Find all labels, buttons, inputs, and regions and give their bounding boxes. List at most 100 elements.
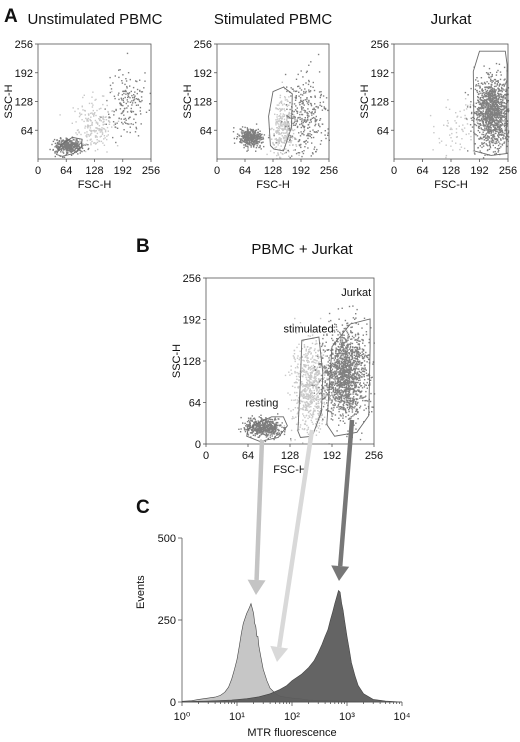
point-jurkat <box>484 115 487 117</box>
point-jurkat <box>492 108 495 110</box>
point-stimulated <box>307 402 309 404</box>
point-jurkat <box>480 124 482 126</box>
point-stimulated <box>294 360 296 363</box>
point-debris <box>469 103 472 106</box>
point-resting <box>273 419 276 421</box>
point-jurkat <box>485 95 487 98</box>
point-large <box>114 97 116 100</box>
point-stimulated <box>315 340 317 342</box>
point-stimulated <box>96 132 99 135</box>
point-jurkat <box>341 368 344 370</box>
point-resting <box>75 141 77 143</box>
point-stimulated <box>296 365 299 368</box>
point-large <box>121 80 123 82</box>
point-resting <box>253 422 255 424</box>
point-jurkat <box>475 111 477 113</box>
point-large <box>289 139 291 142</box>
point-jurkat <box>498 106 500 108</box>
point-debris <box>472 150 475 152</box>
point-jurkat <box>345 356 347 358</box>
point-resting <box>281 422 283 424</box>
point-resting <box>265 436 268 438</box>
point-stimulated <box>308 361 310 363</box>
point-stimulated <box>304 421 307 423</box>
point-jurkat <box>480 111 483 114</box>
point-jurkat <box>501 130 503 132</box>
point-large <box>289 138 291 140</box>
point-jurkat <box>494 138 496 140</box>
point-jurkat <box>489 143 491 145</box>
point-stimulated <box>315 380 317 383</box>
point-jurkat <box>498 96 501 99</box>
point-jurkat <box>349 374 351 376</box>
point-jurkat <box>496 142 498 144</box>
point-jurkat <box>498 117 500 119</box>
point-jurkat <box>494 150 496 153</box>
point-stimulated <box>311 361 313 363</box>
point-jurkat <box>356 381 358 384</box>
point-resting <box>254 129 256 132</box>
point-resting <box>245 429 247 431</box>
point-stimulated <box>303 389 305 392</box>
point-jurkat <box>340 375 342 378</box>
point-stimulated <box>318 413 320 415</box>
point-stimulated <box>311 371 313 373</box>
point-stimulated <box>279 123 281 125</box>
point-stimulated <box>315 377 317 380</box>
point-resting <box>261 424 263 426</box>
point-stimulated <box>301 408 304 410</box>
point-stimulated <box>284 110 286 112</box>
point-jurkat <box>490 95 493 97</box>
point-jurkat <box>495 62 498 65</box>
point-large <box>129 78 131 81</box>
point-stimulated <box>298 428 300 431</box>
point-jurkat <box>482 145 485 147</box>
point-stimulated <box>290 112 292 115</box>
point-stimulated <box>316 368 318 370</box>
point-large <box>284 73 287 76</box>
point-resting <box>241 133 243 135</box>
point-stimulated <box>304 389 306 392</box>
point-jurkat <box>487 87 490 90</box>
point-stimulated <box>87 127 89 129</box>
point-stimulated <box>329 355 331 357</box>
point-jurkat <box>487 124 489 127</box>
point-jurkat <box>470 130 472 132</box>
point-jurkat <box>497 144 500 147</box>
point-resting <box>252 430 255 433</box>
point-jurkat <box>499 116 501 118</box>
point-jurkat <box>355 398 357 400</box>
point-stimulated <box>310 365 313 367</box>
point-resting <box>239 431 242 433</box>
point-jurkat <box>342 330 344 332</box>
point-large <box>121 99 123 101</box>
point-resting <box>247 139 249 141</box>
point-resting <box>254 418 256 421</box>
point-resting <box>248 425 250 427</box>
point-resting <box>249 142 251 144</box>
point-jurkat <box>489 94 491 97</box>
point-stimulated <box>293 417 295 419</box>
point-jurkat <box>501 108 503 111</box>
point-jurkat <box>344 400 346 403</box>
point-stimulated <box>90 116 92 118</box>
point-large <box>134 91 136 93</box>
point-jurkat <box>490 128 492 131</box>
point-resting <box>65 139 67 141</box>
point-jurkat <box>481 102 483 104</box>
point-stimulated <box>316 395 318 397</box>
point-stimulated <box>324 373 326 375</box>
point-stimulated <box>280 138 283 140</box>
point-jurkat <box>491 81 493 84</box>
point-jurkat <box>348 353 351 355</box>
point-jurkat <box>335 400 337 402</box>
point-resting <box>62 148 65 150</box>
point-jurkat <box>338 386 340 389</box>
point-jurkat <box>318 363 320 365</box>
point-large <box>125 78 127 80</box>
point-jurkat <box>491 102 493 104</box>
point-stimulated <box>276 127 278 129</box>
point-jurkat <box>491 115 493 117</box>
point-stimulated <box>325 364 328 366</box>
point-jurkat <box>500 115 502 117</box>
